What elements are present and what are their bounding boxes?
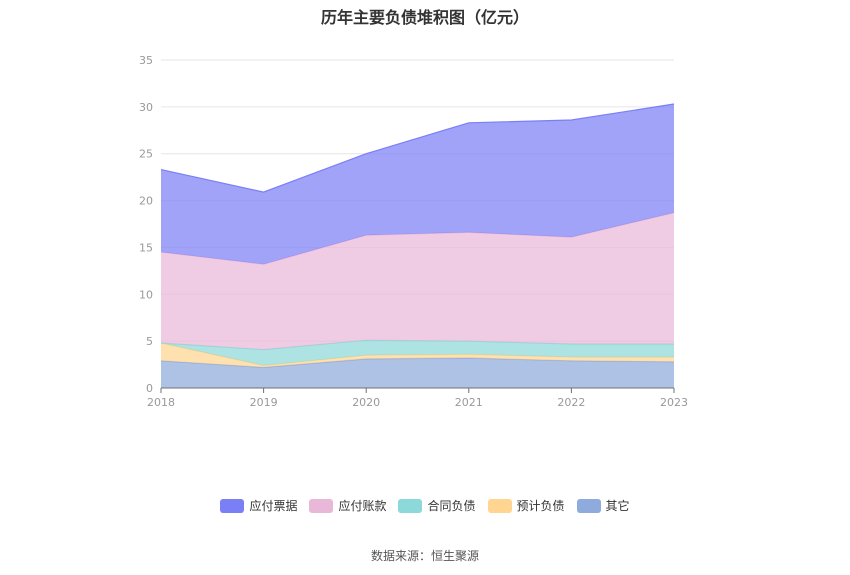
axes: 0 5 10 15 20 25 30 35 2018 2019 2020 2021 2022 2023 (139, 54, 688, 409)
legend-swatch (220, 498, 245, 513)
legend-swatch (487, 498, 512, 513)
legend-item-其它[interactable]: 其它 (576, 497, 630, 514)
area-series (160, 103, 675, 388)
area-应付账款 (161, 212, 674, 350)
legend-label: 应付票据 (249, 499, 298, 513)
area-应付票据 (161, 104, 674, 265)
y-tick-label: 20 (139, 195, 153, 208)
chart-legend: 应付票据 应付账款 合同负债 预计负债 其它 (0, 497, 850, 514)
x-tick-label: 2018 (147, 396, 175, 409)
legend-item-应付账款[interactable]: 应付账款 (309, 497, 386, 514)
legend-swatch (576, 498, 601, 513)
area-合同负债 (161, 340, 674, 366)
y-tick-label: 25 (139, 148, 153, 161)
x-tick-label: 2020 (352, 396, 380, 409)
legend-label: 合同负债 (427, 499, 476, 513)
x-tick-label: 2022 (557, 396, 585, 409)
y-tick-label: 0 (146, 382, 153, 395)
chart-title: 历年主要负债堆积图（亿元） (320, 8, 529, 27)
area-line-应付票据 (160, 103, 675, 193)
data-source: 数据来源：恒生聚源 (370, 549, 479, 563)
y-tick-label: 5 (146, 335, 153, 348)
legend-label: 其它 (605, 499, 630, 513)
y-tick-label: 30 (139, 101, 153, 114)
y-tick-label: 15 (139, 241, 153, 254)
x-tick-label: 2023 (660, 396, 688, 409)
legend-label: 预计负债 (516, 499, 565, 513)
legend-item-预计负债[interactable]: 预计负债 (487, 497, 565, 514)
y-tick-label: 35 (139, 54, 153, 67)
legend-swatch (309, 498, 334, 513)
x-tick-label: 2021 (455, 396, 483, 409)
x-tick-label: 2019 (250, 396, 278, 409)
y-tick-label: 10 (139, 288, 153, 301)
legend-swatch (398, 498, 423, 513)
legend-item-合同负债[interactable]: 合同负债 (398, 497, 476, 514)
legend-item-应付票据[interactable]: 应付票据 (220, 497, 297, 514)
legend-label: 应付账款 (338, 499, 387, 513)
